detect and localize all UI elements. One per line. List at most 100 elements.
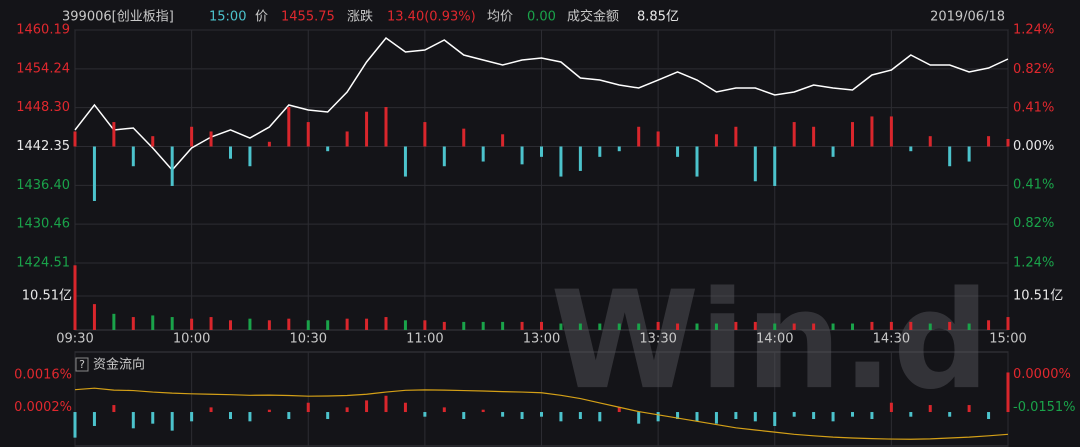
bar xyxy=(714,323,718,330)
momentum-bar xyxy=(676,146,680,157)
y-tick-label: 1436.40 xyxy=(16,178,70,193)
momentum-bar xyxy=(540,146,543,157)
bar xyxy=(812,412,816,420)
bar xyxy=(306,320,310,330)
bar xyxy=(676,412,680,420)
bar xyxy=(151,412,155,424)
momentum-bar xyxy=(831,146,835,157)
momentum-bar xyxy=(773,146,777,186)
bar xyxy=(151,315,155,330)
momentum-bar xyxy=(714,134,718,147)
x-tick-label: 13:00 xyxy=(523,332,560,347)
flow-title: 资金流向 xyxy=(93,357,145,373)
bar xyxy=(831,323,835,330)
y2-tick-label: 1.24% xyxy=(1013,23,1054,38)
y2-tick-label: 0.41% xyxy=(1013,100,1054,115)
momentum-bar xyxy=(209,131,213,147)
bar xyxy=(481,409,485,413)
time: 15:00 xyxy=(209,10,246,25)
y-tick-label: 1460.19 xyxy=(16,23,70,38)
x-tick-label: 10:30 xyxy=(290,332,327,347)
avg: 0.00 xyxy=(527,10,556,25)
y-tick-label: 1430.46 xyxy=(16,217,70,232)
momentum-bar xyxy=(481,146,485,162)
momentum-bar xyxy=(559,146,563,177)
momentum-bar xyxy=(851,122,854,147)
bar xyxy=(928,405,932,413)
bar xyxy=(617,323,621,330)
bar xyxy=(1006,317,1010,330)
bar xyxy=(112,405,116,413)
momentum-bar xyxy=(967,146,971,162)
bar xyxy=(578,323,582,330)
bar xyxy=(345,318,349,330)
bar xyxy=(578,412,582,420)
x-tick-label: 13:30 xyxy=(639,332,676,347)
bar xyxy=(267,409,271,413)
bar xyxy=(540,321,543,330)
bar xyxy=(131,317,135,330)
momentum-bar xyxy=(384,107,388,147)
x-tick-label: 15:00 xyxy=(989,332,1026,347)
momentum-bar xyxy=(656,131,660,147)
momentum-bar xyxy=(909,146,913,152)
bar xyxy=(423,412,427,417)
bar xyxy=(851,412,854,417)
momentum-bar xyxy=(870,116,874,147)
momentum-bar xyxy=(598,146,602,157)
bar xyxy=(695,412,699,422)
bar xyxy=(987,320,991,330)
bar xyxy=(131,412,135,429)
momentum-bar xyxy=(267,141,271,147)
bar xyxy=(948,321,952,330)
momentum-bar xyxy=(365,111,369,147)
bar xyxy=(909,412,913,417)
bar xyxy=(676,323,680,330)
bar xyxy=(889,321,893,330)
y2-tick-label: 10.51亿 xyxy=(1013,289,1063,304)
bar xyxy=(403,402,407,413)
bar xyxy=(248,412,252,422)
bar xyxy=(287,412,291,420)
bar xyxy=(248,318,252,330)
x-tick-label: 11:00 xyxy=(406,332,443,347)
amount: 8.85亿 xyxy=(637,10,679,25)
bar xyxy=(773,412,777,426)
bar xyxy=(306,402,310,413)
momentum-bar xyxy=(928,136,932,147)
x-tick-label: 10:00 xyxy=(173,332,210,347)
bar xyxy=(967,405,971,413)
bar xyxy=(714,412,718,424)
bar xyxy=(462,321,466,330)
momentum-bar xyxy=(151,136,155,147)
bar xyxy=(559,412,563,422)
bar xyxy=(734,412,738,420)
momentum-bar xyxy=(170,146,174,186)
bar xyxy=(870,412,874,420)
change-label: 涨跌 xyxy=(347,9,373,25)
momentum-bar xyxy=(229,146,232,159)
momentum-bar xyxy=(889,116,893,147)
y-tick-label: 1424.51 xyxy=(16,256,70,271)
momentum-bar xyxy=(520,146,524,165)
y2-tick-label: 1.24% xyxy=(1013,256,1054,271)
bar xyxy=(73,412,77,438)
bar xyxy=(617,407,621,413)
avg-label: 均价 xyxy=(487,10,513,25)
bar xyxy=(948,412,952,417)
bar xyxy=(442,407,446,413)
momentum-bar xyxy=(131,146,135,167)
momentum-bar xyxy=(326,146,330,152)
bar xyxy=(967,323,971,330)
amount-label: 成交金额 xyxy=(567,9,619,25)
bar xyxy=(656,412,660,422)
momentum-bar xyxy=(792,122,796,147)
momentum-bar xyxy=(306,122,310,147)
momentum-bar xyxy=(734,126,738,147)
bar xyxy=(792,412,796,417)
bar xyxy=(365,318,369,330)
momentum-bar xyxy=(462,128,466,147)
bar xyxy=(812,323,816,330)
momentum-bar xyxy=(287,107,291,147)
